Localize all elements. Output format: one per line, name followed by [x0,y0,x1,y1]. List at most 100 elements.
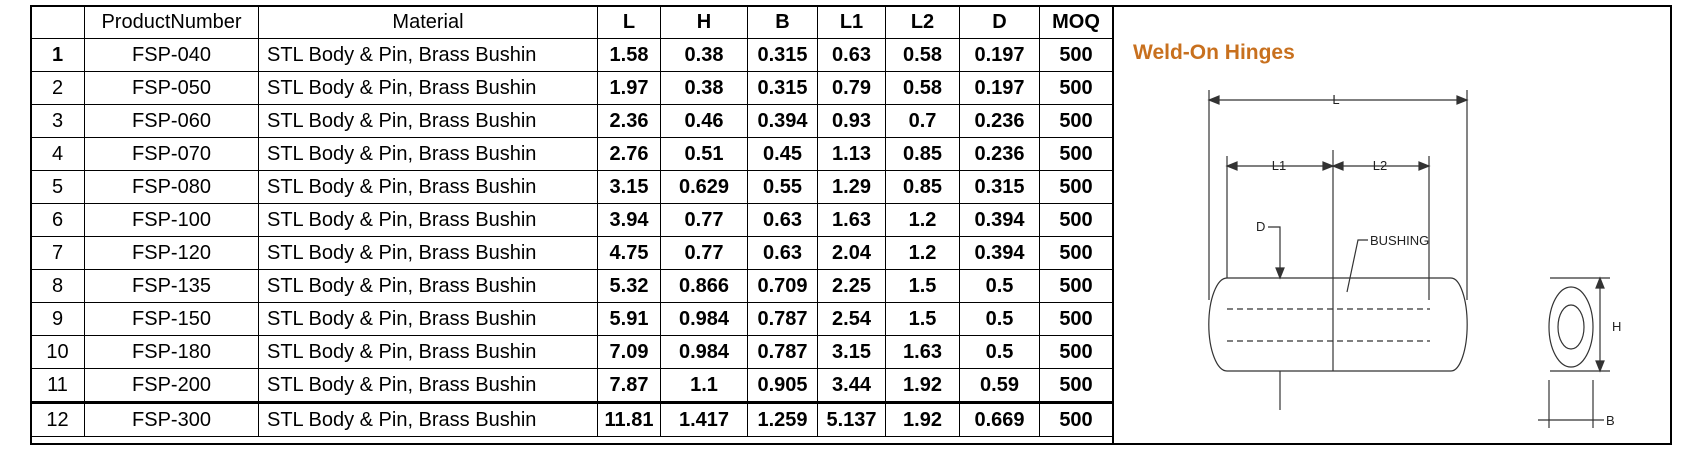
diagram-title: Weld-On Hinges [1133,41,1295,64]
cell: 0.51 [660,137,748,171]
cell: STL Body & Pin, Brass Bushin [258,104,598,138]
label: D [1256,219,1265,234]
row: 10 FSP-180 STL Body & Pin, Brass Bushin 7.0… [30,335,1113,369]
cell: 1.92 [885,401,960,437]
label: L1 [1272,158,1286,173]
cell: MOQ [1039,5,1113,39]
cell: 6 [30,203,85,237]
cell: STL Body & Pin, Brass Bushin [258,269,598,303]
label: BUSHING [1370,233,1429,248]
cell: 8 [30,269,85,303]
cell: 0.394 [747,104,818,138]
cell: FSP-180 [84,335,259,369]
cell: 500 [1039,104,1113,138]
cell: 2.04 [817,236,886,270]
cell: 1.5 [885,302,960,336]
cell: 2.54 [817,302,886,336]
cell: 11 [30,368,85,403]
cell: 11.81 [597,401,661,437]
cell: STL Body & Pin, Brass Bushin [258,203,598,237]
cell: 5 [30,170,85,204]
cell: 0.5 [959,269,1040,303]
cell: 0.5 [959,335,1040,369]
cell: FSP-040 [84,38,259,72]
cell: 1.63 [817,203,886,237]
cell: 1.1 [660,368,748,403]
cell: FSP-150 [84,302,259,336]
cell: 0.58 [885,71,960,105]
cell: FSP-060 [84,104,259,138]
cell: 0.197 [959,71,1040,105]
cell: L2 [885,5,960,39]
cell: 0.197 [959,38,1040,72]
cell: 500 [1039,203,1113,237]
cell: 2.25 [817,269,886,303]
cell: 2.36 [597,104,661,138]
cell: 500 [1039,38,1113,72]
cell: 9 [30,302,85,336]
row: 1 FSP-040 STL Body & Pin, Brass Bushin 1.58… [30,38,1113,72]
cell: 500 [1039,401,1113,437]
cell: 500 [1039,71,1113,105]
cell: 500 [1039,137,1113,171]
label: L2 [1373,158,1387,173]
cell: 0.669 [959,401,1040,437]
cell: FSP-080 [84,170,259,204]
cell: FSP-070 [84,137,259,171]
cell: 500 [1039,368,1113,403]
cell: 0.866 [660,269,748,303]
cell: 0.629 [660,170,748,204]
cell: 1.259 [747,401,818,437]
cell: 0.394 [959,203,1040,237]
cell: 500 [1039,236,1113,270]
cell: 0.905 [747,368,818,403]
cell: 0.58 [885,38,960,72]
label: B [1606,413,1615,428]
cell: 0.315 [959,170,1040,204]
cell: 0.55 [747,170,818,204]
cell: STL Body & Pin, Brass Bushin [258,401,598,437]
cell: 0.45 [747,137,818,171]
label: H [1612,319,1621,334]
cell: STL Body & Pin, Brass Bushin [258,170,598,204]
cell: 1.417 [660,401,748,437]
label: L [1332,92,1339,107]
cell: 500 [1039,302,1113,336]
cell: STL Body & Pin, Brass Bushin [258,302,598,336]
cell: 0.7 [885,104,960,138]
row: 12 FSP-300 STL Body & Pin, Brass Bushin 11.… [30,401,1113,437]
cell: 0.85 [885,137,960,171]
cell: D [959,5,1040,39]
cell: 12 [30,401,85,437]
row: 8 FSP-135 STL Body & Pin, Brass Bushin 5.32… [30,269,1113,303]
cell: 5.32 [597,269,661,303]
cell: 3.44 [817,368,886,403]
cell: 500 [1039,335,1113,369]
cell: 0.315 [747,38,818,72]
cell: STL Body & Pin, Brass Bushin [258,71,598,105]
drawing [1112,5,1610,445]
cell: 0.63 [747,236,818,270]
cell: FSP-300 [84,401,259,437]
row: 6 FSP-100 STL Body & Pin, Brass Bushin 3.94… [30,203,1113,237]
row: 9 FSP-150 STL Body & Pin, Brass Bushin 5.91… [30,302,1113,336]
cell: FSP-135 [84,269,259,303]
cell: STL Body & Pin, Brass Bushin [258,335,598,369]
cell: 4 [30,137,85,171]
cell: 1.97 [597,71,661,105]
cell: 0.59 [959,368,1040,403]
cell: 0.46 [660,104,748,138]
cell: 7.09 [597,335,661,369]
cell: 0.394 [959,236,1040,270]
row: 5 FSP-080 STL Body & Pin, Brass Bushin 3.15… [30,170,1113,204]
cell: 0.236 [959,137,1040,171]
spec-table: ProductNumber Material L H B L1 L2 D MOQ 1 FSP-040… [30,5,1113,437]
cell: 0.77 [660,203,748,237]
cell: L1 [817,5,886,39]
cell: 0.93 [817,104,886,138]
cell: 0.787 [747,335,818,369]
cell: 1.13 [817,137,886,171]
cell: STL Body & Pin, Brass Bushin [258,137,598,171]
